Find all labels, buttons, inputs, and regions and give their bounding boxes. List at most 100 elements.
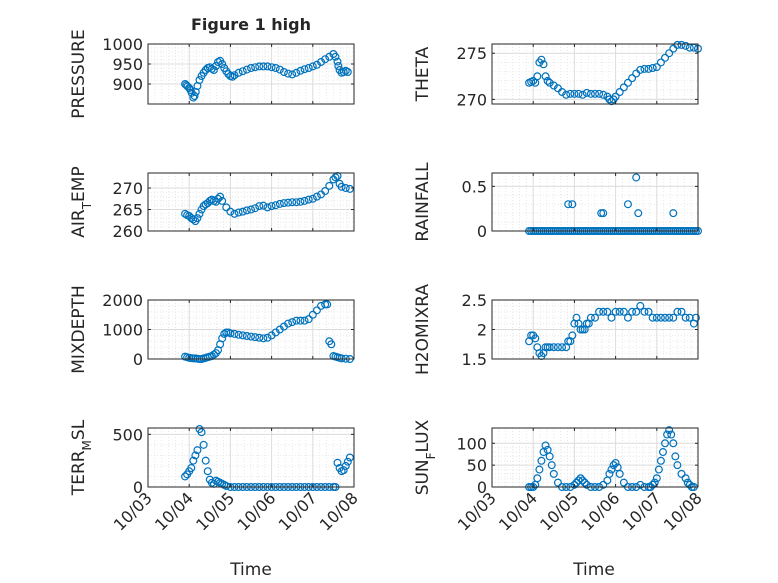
y-axis-label: PRESSURE — [69, 29, 89, 118]
data-point — [658, 448, 667, 457]
y-axis-label: H2OMIXRA — [413, 284, 433, 375]
x-tick-label: 10/08 — [316, 488, 362, 534]
data-point — [623, 78, 632, 87]
data-point — [578, 476, 587, 485]
y-tick-label: 500 — [112, 425, 143, 444]
data-point — [296, 197, 305, 206]
data-point — [222, 203, 231, 212]
data-point — [190, 91, 199, 100]
x-tick-label: 10/06 — [233, 488, 279, 534]
data-point — [331, 173, 340, 182]
data-point — [636, 301, 645, 310]
data-point — [341, 184, 350, 193]
data-point — [640, 307, 649, 316]
data-point — [238, 207, 247, 216]
data-point — [667, 430, 676, 439]
data-point — [553, 478, 562, 487]
data-point — [214, 194, 223, 203]
data-point — [279, 67, 288, 76]
data-point — [663, 430, 672, 439]
chart-panel-4: 0 0.5 RAINFALL — [413, 162, 702, 242]
data-point — [292, 198, 301, 207]
data-point — [603, 476, 612, 485]
data-point — [209, 65, 218, 74]
data-point — [586, 89, 595, 98]
data-point — [242, 331, 251, 340]
axes-box — [491, 172, 699, 232]
data-point — [582, 480, 591, 489]
data-point — [321, 187, 330, 196]
data-point — [661, 53, 670, 62]
data-point — [681, 474, 690, 483]
data-point — [570, 89, 579, 98]
x-tick-label: 10/04 — [495, 488, 541, 534]
data-point — [535, 465, 544, 474]
data-point — [189, 456, 198, 465]
data-point — [615, 87, 624, 96]
data-point — [345, 453, 354, 462]
data-point — [234, 68, 243, 77]
data-point — [681, 313, 690, 322]
data-point — [673, 461, 682, 470]
data-point — [300, 316, 309, 325]
data-point — [247, 63, 256, 72]
data-point — [251, 63, 260, 72]
y-tick-label: 275 — [456, 44, 487, 63]
data-point — [656, 58, 665, 67]
data-point — [226, 329, 235, 338]
x-axis-label-left: Time — [229, 560, 272, 580]
y-tick-label: 1000 — [102, 35, 143, 54]
data-point — [343, 457, 352, 466]
chart-panel-2: 270 275 THETA — [413, 40, 702, 109]
data-point — [203, 467, 212, 476]
y-tick-label: 100 — [456, 434, 487, 453]
x-tick-label: 10/06 — [577, 488, 623, 534]
data-point — [628, 74, 637, 83]
y-tick-label: 50 — [467, 456, 487, 475]
data-point — [279, 199, 288, 208]
y-tick-label: 0 — [477, 222, 487, 241]
data-point — [549, 469, 558, 478]
data-point — [251, 204, 260, 213]
data-point — [568, 331, 577, 340]
data-point — [238, 67, 247, 76]
y-tick-label: 2 — [477, 321, 487, 340]
data-point — [234, 208, 243, 217]
data-point — [321, 55, 330, 64]
data-point — [181, 209, 190, 218]
data-point — [296, 316, 305, 325]
data-point — [665, 313, 674, 322]
data-point — [312, 306, 321, 315]
data-point — [590, 313, 599, 322]
data-point — [234, 330, 243, 339]
x-tick-label: 10/04 — [151, 488, 197, 534]
data-point — [603, 307, 612, 316]
x-axis-label-right: Time — [572, 560, 615, 580]
data-point — [288, 318, 297, 327]
data-point — [195, 75, 204, 84]
y-tick-label: 260 — [112, 222, 143, 241]
y-tick-label: 950 — [112, 55, 143, 74]
axes-box — [147, 427, 355, 488]
data-point — [255, 62, 264, 71]
y-tick-label: 1000 — [102, 321, 143, 340]
data-point — [562, 90, 571, 99]
data-point — [586, 313, 595, 322]
data-point — [623, 200, 632, 209]
data-point — [652, 63, 661, 72]
data-point — [247, 332, 256, 341]
data-point — [267, 202, 276, 211]
data-point — [308, 194, 317, 203]
data-point — [623, 313, 632, 322]
chart-panel-6: 1.5 2 2.5 H2OMIXRA — [413, 284, 700, 375]
data-point — [255, 333, 264, 342]
data-point — [308, 310, 317, 319]
data-point — [656, 456, 665, 465]
data-point — [242, 206, 251, 215]
data-point — [652, 474, 661, 483]
data-point — [189, 215, 198, 224]
data-point — [185, 83, 194, 92]
data-point — [669, 209, 678, 218]
data-point — [677, 469, 686, 478]
